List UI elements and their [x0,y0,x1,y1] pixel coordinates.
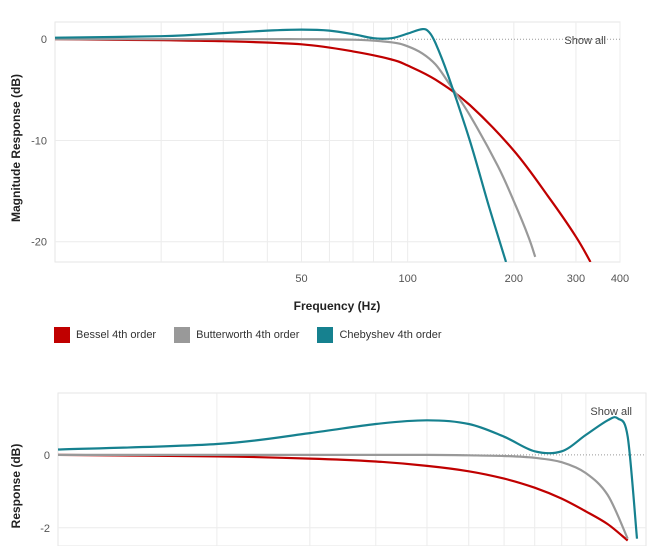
y-tick-label: -10 [31,135,47,147]
series-lines [55,27,592,262]
magnitude-chart: 0 -10 -20 50 100 200 300 400 Show all Frequency… [9,21,629,313]
series-line-chebyshev[interactable] [58,416,639,539]
legend-item-chebyshev[interactable]: Chebyshev 4th order [317,327,442,343]
series-lines [58,416,639,542]
x-tick-label: 100 [398,273,416,285]
show-all-button[interactable]: Show all [564,35,606,47]
legend-label: Chebyshev 4th order [339,329,442,341]
grid [57,392,647,546]
legend-swatch [317,327,334,343]
x-axis-title: Frequency (Hz) [294,299,381,313]
y-axis-title: Magnitude Response (dB) [9,74,23,222]
legend-label: Bessel 4th order [76,329,157,341]
legend-item-bessel[interactable]: Bessel 4th order [54,327,156,343]
y-tick-label: -20 [31,237,47,249]
plot-area [57,392,647,546]
tick-labels: 0 -10 -20 50 100 200 300 400 [31,34,629,285]
x-tick-label: 50 [295,273,307,285]
legend-swatch [174,327,191,343]
y-tick-label: 0 [44,450,50,462]
magnitude-zoom-chart: 0 -2 Show all Response (dB) [9,392,647,546]
plot-area [54,21,621,263]
tick-labels: 0 -2 [40,450,50,535]
legend-item-butterworth[interactable]: Butterworth 4th order [174,327,299,343]
x-tick-label: 300 [567,273,585,285]
grid [54,21,621,263]
x-tick-label: 400 [611,273,629,285]
series-line-bessel[interactable] [58,453,629,542]
legend-label: Butterworth 4th order [196,329,300,341]
x-tick-label: 200 [505,273,523,285]
series-line-chebyshev[interactable] [55,27,508,262]
y-tick-label: -2 [40,523,50,535]
series-line-butterworth[interactable] [55,38,537,258]
y-axis-title: Response (dB) [9,444,23,529]
legend: Bessel 4th order Butterworth 4th order C… [54,327,460,343]
y-tick-label: 0 [41,34,47,46]
legend-swatch [54,327,70,343]
show-all-button[interactable]: Show all [590,406,632,418]
series-line-bessel[interactable] [55,38,592,262]
series-line-butterworth[interactable] [58,453,629,540]
